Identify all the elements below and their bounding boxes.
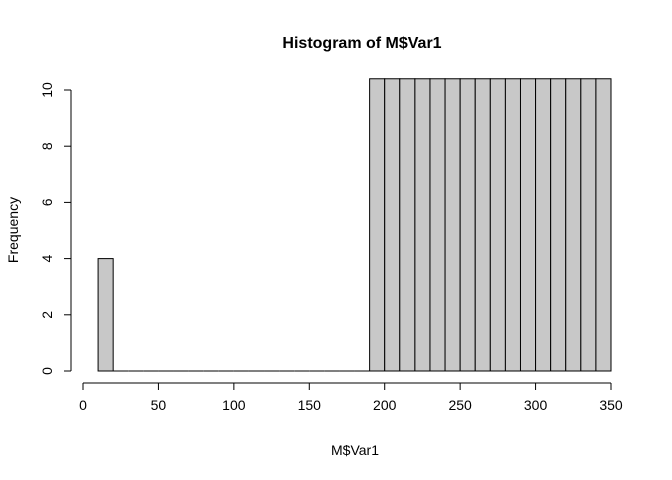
x-tick-label: 250: [448, 397, 472, 413]
y-tick-label: 0: [39, 367, 55, 375]
histogram-bar: [97, 258, 114, 372]
histogram-bar: [519, 78, 537, 372]
histogram-bar: [504, 78, 521, 372]
histogram-bar: [429, 78, 446, 372]
x-tick-label: 0: [79, 397, 87, 413]
histogram-bar: [535, 78, 552, 372]
histogram-bar: [444, 78, 461, 372]
x-tick-label: 150: [298, 397, 322, 413]
x-tick-label: 350: [599, 397, 623, 413]
histogram-bar: [550, 78, 567, 372]
histogram-bar: [565, 78, 582, 372]
x-tick-label: 200: [373, 397, 397, 413]
histogram-bar: [414, 78, 431, 372]
x-axis: 0 50 100 150 200 250 300 350: [79, 382, 623, 413]
bars-group: [97, 78, 612, 372]
histogram-bar: [595, 78, 612, 372]
x-axis-label: M$Var1: [331, 442, 379, 458]
histogram-bar: [489, 78, 506, 372]
y-axis-label: Frequency: [5, 197, 21, 263]
histogram-bar: [474, 78, 491, 372]
y-tick-label: 4: [39, 254, 55, 262]
histogram-bar: [580, 78, 597, 372]
y-tick-label: 10: [39, 82, 55, 98]
histogram-bar: [399, 78, 416, 372]
y-axis: 0 2 4 6 8 10: [39, 82, 72, 375]
chart-title: Histogram of M$Var1: [282, 35, 441, 52]
y-tick-label: 2: [39, 311, 55, 319]
x-tick-label: 100: [222, 397, 246, 413]
histogram-bar: [384, 78, 401, 372]
histogram-bar: [369, 78, 386, 372]
y-tick-label: 6: [39, 198, 55, 206]
x-tick-label: 50: [151, 397, 167, 413]
x-tick-label: 300: [524, 397, 548, 413]
y-tick-label: 8: [39, 142, 55, 150]
histogram-bar: [459, 78, 476, 372]
